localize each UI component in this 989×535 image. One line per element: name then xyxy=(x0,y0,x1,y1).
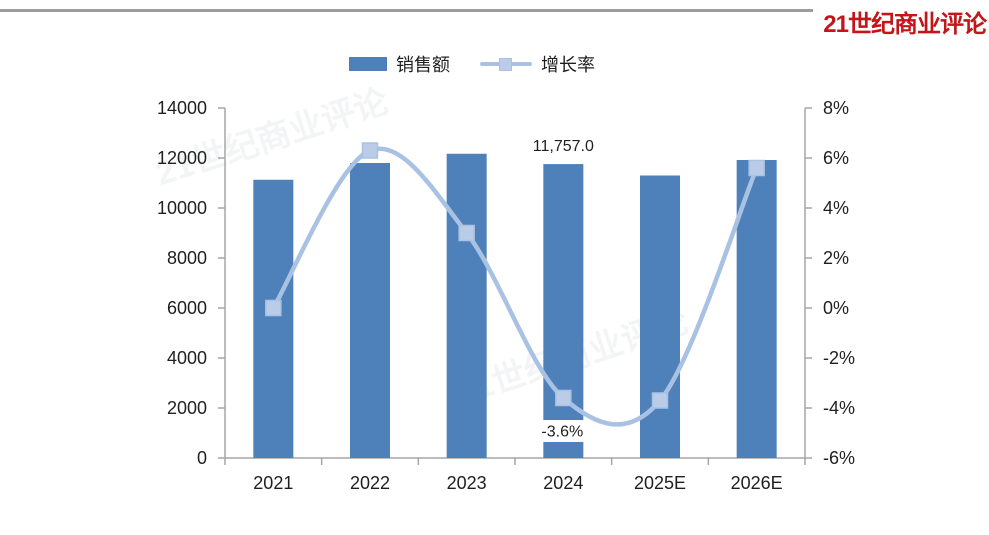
bar-data-label: 11,757.0 xyxy=(533,138,594,155)
bar-2024 xyxy=(543,164,584,458)
x-axis-label-2021: 2021 xyxy=(253,473,293,493)
legend-label-growth: 增长率 xyxy=(541,55,595,75)
right-axis-label: 8% xyxy=(823,98,849,118)
x-axis-label-2023: 2023 xyxy=(447,473,487,493)
bar-2022 xyxy=(350,163,390,458)
x-axis-label-2026E: 2026E xyxy=(731,473,783,493)
right-axis-label: 0% xyxy=(823,298,849,318)
right-axis-label: -4% xyxy=(823,398,855,418)
left-axis-label: 8000 xyxy=(167,248,207,268)
left-axis-label: 12000 xyxy=(157,148,207,168)
bar-2021 xyxy=(253,179,294,458)
growth-line-swatch-icon xyxy=(480,57,532,72)
line-marker-2023 xyxy=(458,224,475,242)
right-axis-label: 6% xyxy=(823,148,849,168)
left-axis-label: 2000 xyxy=(167,398,207,418)
line-data-label: -3.6% xyxy=(541,424,583,441)
left-axis-label: 10000 xyxy=(157,198,207,218)
left-axis-label: 4000 xyxy=(167,348,207,368)
bar-2023 xyxy=(446,153,487,458)
right-axis-label: 2% xyxy=(823,248,849,268)
chart-legend: 销售额 增长率 xyxy=(0,51,944,77)
right-axis-label: 4% xyxy=(823,198,849,218)
legend-item-growth: 增长率 xyxy=(480,51,595,77)
x-axis-label-2022: 2022 xyxy=(350,473,390,493)
top-divider xyxy=(0,9,813,12)
x-axis-label-2025E: 2025E xyxy=(634,473,686,493)
right-axis-label: -2% xyxy=(823,348,855,368)
line-marker-2026E xyxy=(748,159,765,177)
legend-label-sales: 销售额 xyxy=(396,55,450,75)
growth-line xyxy=(271,146,759,427)
sales-bar-swatch-icon xyxy=(349,57,387,71)
left-axis-label: 6000 xyxy=(167,298,207,318)
right-axis-label: -6% xyxy=(823,448,855,468)
data-label-bg xyxy=(529,420,596,442)
left-axis-label: 0 xyxy=(197,448,207,468)
brand-logo: 21世纪商业评论 xyxy=(823,11,987,38)
line-marker-2021 xyxy=(265,299,282,317)
legend-item-sales: 销售额 xyxy=(349,51,450,77)
line-marker-2024 xyxy=(555,389,572,407)
line-marker-2025E xyxy=(651,392,669,409)
x-axis-label-2024: 2024 xyxy=(543,473,583,493)
line-marker-2022 xyxy=(361,142,379,159)
left-axis-label: 14000 xyxy=(157,98,207,118)
